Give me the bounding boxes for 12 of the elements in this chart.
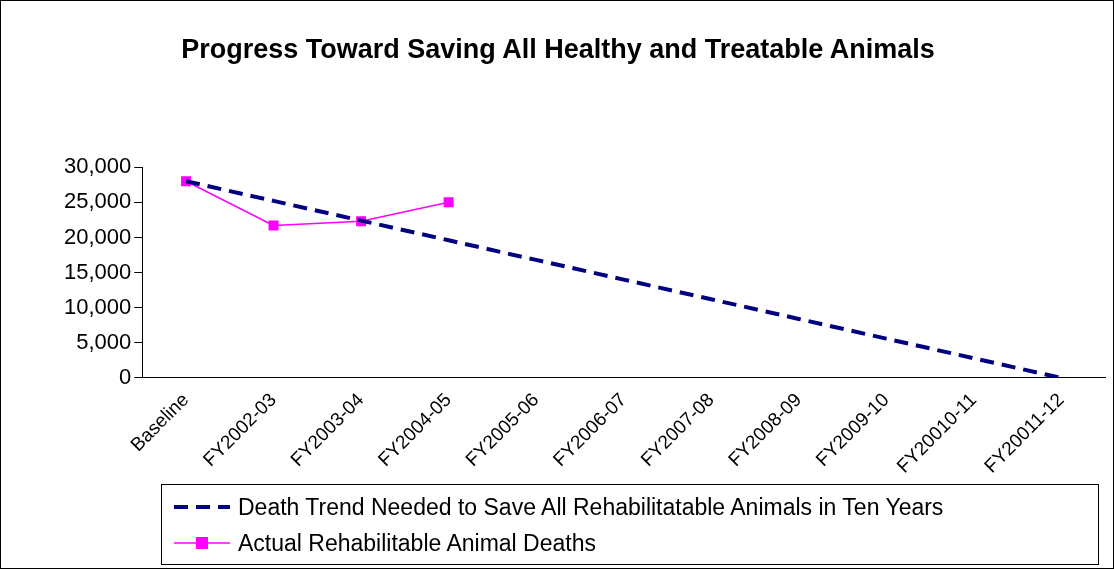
y-tick-label: 20,000 [63,223,132,249]
y-tick-label: 0 [119,363,132,389]
y-tick-label: 15,000 [63,258,132,284]
point [443,197,454,208]
y-tick-label: 30,000 [63,153,132,179]
y-tick-label: 10,000 [63,293,132,319]
legend-label: Death Trend Needed to Save All Rehabilitatable Animals in Ten Years [238,493,944,521]
y-tick-label: 5,000 [76,328,132,354]
legend-label: Actual Rehabilitable Animal Deaths [238,529,596,557]
y-tick-label: 25,000 [63,188,132,214]
chart-title: Progress Toward Saving All Healthy and Treatable Animals [180,33,936,66]
point [268,220,279,231]
